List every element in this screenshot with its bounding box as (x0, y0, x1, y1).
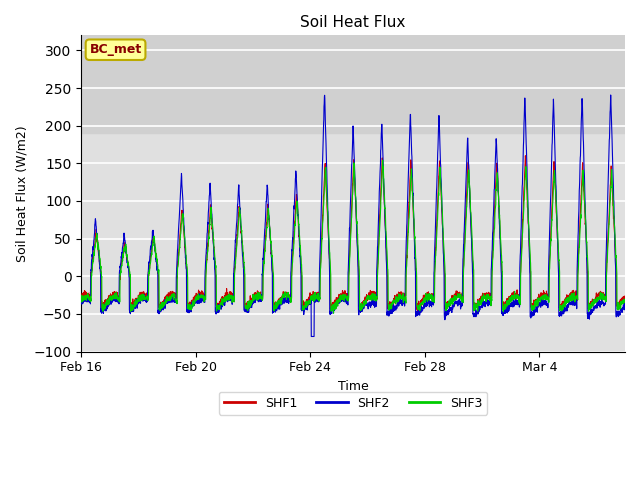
Title: Soil Heat Flux: Soil Heat Flux (300, 15, 406, 30)
Text: BC_met: BC_met (90, 43, 141, 56)
Y-axis label: Soil Heat Flux (W/m2): Soil Heat Flux (W/m2) (15, 125, 28, 262)
Bar (81, 36, 625, 133)
X-axis label: Time: Time (338, 380, 369, 393)
Legend: SHF1, SHF2, SHF3: SHF1, SHF2, SHF3 (219, 392, 487, 415)
